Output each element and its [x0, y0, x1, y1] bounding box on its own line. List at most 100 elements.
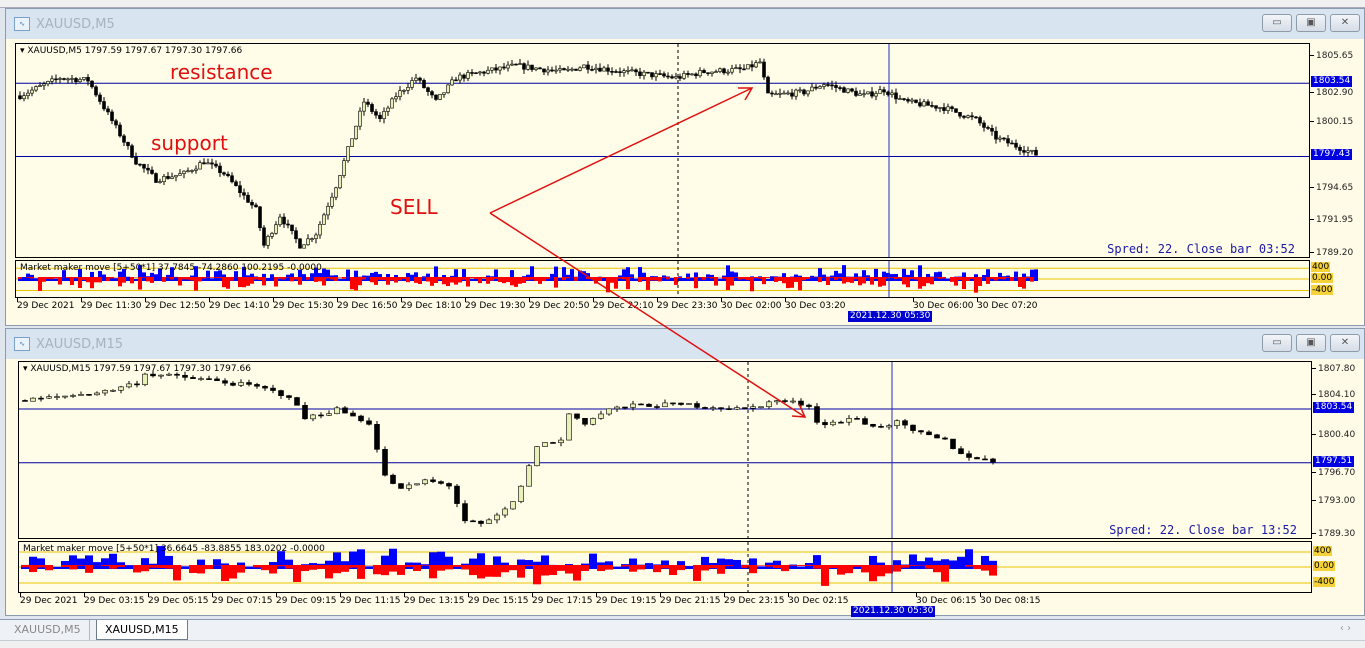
indicator-bar-down — [349, 565, 357, 568]
indicator-bar-up — [118, 271, 122, 281]
indicator-bar-down — [434, 277, 438, 283]
candle — [230, 175, 234, 183]
candle — [286, 223, 290, 226]
spread-text: Spred: 22. Close bar 03:52 — [1107, 242, 1295, 256]
indicator-bar-down — [930, 277, 934, 285]
candle — [362, 101, 366, 112]
indicator-bar-down — [526, 277, 530, 281]
candle — [558, 68, 562, 71]
minimize-button[interactable]: ▭ — [1262, 334, 1292, 352]
time-label: 29 Dec 15:15 — [468, 593, 529, 606]
close-button[interactable]: ✕ — [1330, 334, 1360, 352]
indicator-bar-down — [341, 565, 349, 572]
candle — [70, 395, 76, 397]
candle — [1034, 149, 1038, 156]
indicator-bar-down — [754, 277, 758, 279]
indicator-bar-down — [722, 277, 726, 279]
indicator-bar-up — [410, 274, 414, 281]
indicator-bar-down — [342, 277, 346, 279]
price-tick: 1807.80 — [1312, 364, 1355, 375]
indicator-bar-up — [110, 278, 114, 281]
indicator-bar-up — [325, 560, 333, 569]
indicator-bar-up — [29, 556, 37, 569]
candle — [130, 145, 134, 158]
candle — [894, 92, 898, 100]
indicator-bar-up — [962, 272, 966, 281]
candle — [858, 93, 862, 96]
indicator-bar-down — [146, 277, 150, 282]
indicator-bar-up — [158, 268, 162, 281]
indicator-bar-down — [109, 565, 117, 569]
tab-xauusd-m5[interactable]: XAUUSD,M5 — [6, 620, 90, 640]
candle — [806, 90, 810, 95]
candle — [890, 92, 894, 95]
indicator-bar-up — [621, 564, 629, 569]
candle — [122, 135, 126, 143]
candle — [778, 92, 782, 95]
indicator-bar-up — [989, 560, 997, 569]
indicator-bar-up — [613, 566, 621, 569]
indicator-bar-up — [925, 557, 933, 569]
indicator-bar-up — [582, 271, 586, 281]
candle — [314, 234, 318, 239]
tab-scroll-arrows-icon[interactable]: ‹ › — [1339, 623, 1351, 634]
price-tick: 1789.20 — [1310, 248, 1353, 259]
candle — [798, 89, 802, 92]
minimize-button[interactable]: ▭ — [1262, 14, 1292, 32]
indicator-bar-down — [918, 277, 922, 289]
candle — [866, 91, 870, 95]
candle — [78, 79, 82, 83]
price-chart[interactable]: ▾ XAUUSD,M15 1797.59 1797.67 1797.30 179… — [18, 361, 1312, 539]
candle — [454, 79, 458, 82]
price-axis[interactable]: 1805.65 1802.90 1800.15 1794.65 1791.95 1789.… — [1310, 43, 1365, 258]
indicator-bar-down — [717, 565, 725, 574]
candle — [206, 162, 210, 165]
candle — [58, 78, 62, 80]
indicator-bar-up — [949, 560, 957, 569]
indicator-bar-down — [794, 277, 798, 282]
indicator-bar-up — [366, 275, 370, 281]
indicator-bar-up — [270, 274, 274, 281]
indicator-bar-down — [818, 277, 822, 283]
candle — [722, 68, 726, 74]
indicator-bar-down — [373, 565, 381, 575]
tab-xauusd-m15[interactable]: XAUUSD,M15 — [96, 620, 188, 640]
indicator-bar-down — [686, 277, 690, 279]
indicator-bar-up — [374, 271, 378, 281]
candle — [926, 101, 930, 106]
close-button[interactable]: ✕ — [1330, 14, 1360, 32]
indicator-bar-up — [869, 555, 877, 569]
indicator-bar-up — [578, 270, 582, 281]
price-axis[interactable]: 1807.80 1804.10 1800.40 1796.70 1793.00 1789.… — [1312, 361, 1365, 539]
candle — [34, 86, 38, 91]
candle — [98, 94, 102, 102]
window-titlebar[interactable]: ∿ XAUUSD,M15 — [6, 329, 1364, 359]
indicator-panel[interactable]: Market maker move [5+50*1] 37.7845 -74.2… — [15, 260, 1310, 298]
candle — [490, 67, 494, 71]
indicator-bar-down — [50, 277, 54, 280]
indicator-panel[interactable]: Market maker move [5+50*1] 36.6645 -83.8… — [18, 541, 1312, 593]
time-axis[interactable]: 29 Dec 2021 29 Dec 03:15 29 Dec 05:15 29 De… — [18, 593, 1312, 617]
candle — [118, 124, 122, 137]
indicator-bar-down — [533, 565, 541, 585]
candle — [190, 170, 194, 172]
indicator-bar-down — [98, 277, 102, 283]
time-axis[interactable]: 29 Dec 2021 29 Dec 11:30 29 Dec 12:50 29 De… — [15, 298, 1310, 322]
maximize-button[interactable]: ▣ — [1296, 14, 1326, 32]
candle — [682, 73, 686, 79]
indicator-bar-up — [142, 272, 146, 281]
indicator-bar-up — [85, 555, 93, 569]
indicator-bar-down — [58, 277, 62, 285]
candle — [754, 62, 758, 68]
indicator-bar-down — [530, 277, 534, 280]
indicator-bar-down — [654, 277, 658, 281]
candle — [478, 71, 482, 74]
candle — [214, 378, 220, 381]
window-titlebar[interactable]: ∿ XAUUSD,M5 — [6, 9, 1364, 39]
indicator-bar-down — [322, 277, 326, 286]
candle — [742, 68, 746, 71]
maximize-button[interactable]: ▣ — [1296, 334, 1326, 352]
indicator-bar-up — [18, 278, 22, 281]
indicator-bar-down — [922, 277, 926, 287]
candle — [950, 106, 954, 109]
